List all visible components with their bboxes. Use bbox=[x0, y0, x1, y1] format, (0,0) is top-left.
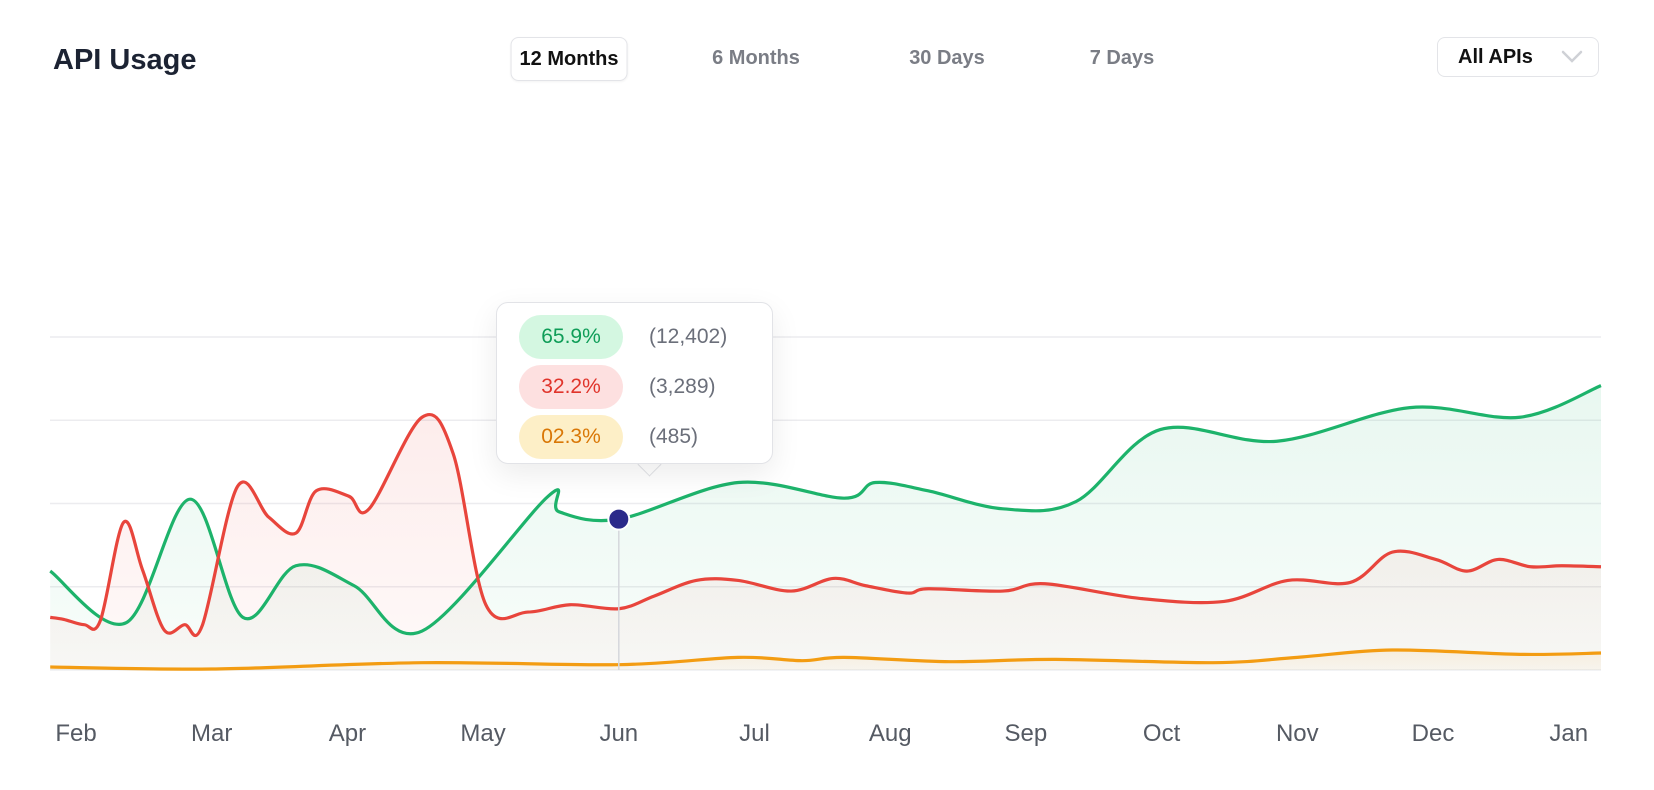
series-area-1 bbox=[50, 414, 1601, 670]
tooltip-row-warning: 02.3% (485) bbox=[519, 415, 698, 459]
x-tick-label: Sep bbox=[1005, 720, 1048, 747]
tab-6-months[interactable]: 6 Months bbox=[712, 47, 800, 69]
chevron-down-icon bbox=[1561, 50, 1583, 63]
x-tick-label: Nov bbox=[1276, 720, 1319, 747]
tab-12-months[interactable]: 12 Months bbox=[510, 37, 628, 81]
x-tick-label: Jan bbox=[1549, 720, 1588, 747]
x-tick-label: Feb bbox=[55, 720, 96, 747]
hover-point[interactable] bbox=[607, 507, 631, 531]
series-line-2 bbox=[50, 648, 1602, 671]
page-title: API Usage bbox=[53, 44, 197, 76]
x-tick-label: May bbox=[460, 720, 505, 747]
series-area-2 bbox=[50, 649, 1601, 670]
api-filter-label: All APIs bbox=[1458, 46, 1533, 68]
x-tick-label: Jun bbox=[599, 720, 638, 747]
tooltip: 65.9% (12,402) 32.2% (3,289) 02.3% (485) bbox=[496, 302, 773, 464]
percent-badge: 32.2% bbox=[519, 365, 623, 409]
series-line-0 bbox=[49, 384, 1602, 636]
tab-30-days[interactable]: 30 Days bbox=[909, 47, 985, 69]
percent-badge: 65.9% bbox=[519, 315, 623, 359]
api-filter-select[interactable]: All APIs bbox=[1437, 37, 1599, 77]
x-tick-label: Apr bbox=[329, 720, 366, 747]
x-tick-label: Oct bbox=[1143, 720, 1181, 747]
tab-7-days[interactable]: 7 Days bbox=[1089, 47, 1155, 69]
count-label: (3,289) bbox=[649, 375, 716, 398]
count-label: (12,402) bbox=[649, 325, 728, 348]
percent-badge: 02.3% bbox=[519, 415, 623, 459]
x-tick-label: Jul bbox=[739, 720, 770, 747]
count-label: (485) bbox=[649, 425, 699, 448]
x-tick-label: Aug bbox=[869, 720, 912, 747]
x-tick-label: Dec bbox=[1412, 720, 1455, 747]
series-area-0 bbox=[50, 385, 1601, 670]
x-tick-label: Mar bbox=[191, 720, 232, 747]
tooltip-row-error: 32.2% (3,289) bbox=[519, 365, 716, 409]
series-line-1 bbox=[49, 412, 1602, 637]
tooltip-row-success: 65.9% (12,402) bbox=[519, 315, 727, 359]
